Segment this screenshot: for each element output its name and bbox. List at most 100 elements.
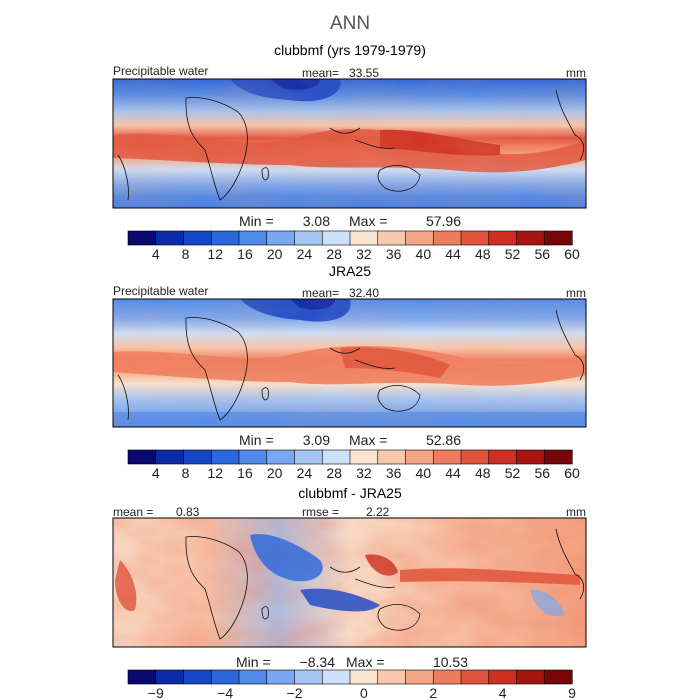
colorbar-tick-label: 12	[207, 246, 223, 262]
colorbar-tick-label: −4	[217, 685, 233, 700]
colorbar-swatch	[543, 230, 573, 246]
panel-2-max-value: 52.86	[426, 432, 461, 448]
colorbar-tick-label: 4	[499, 685, 507, 700]
panel-3-units: mm	[566, 505, 586, 519]
panel-1-field-label: Precipitable water	[113, 64, 208, 78]
colorbar-tick-label: 36	[386, 465, 402, 481]
panel-1-mean-label: mean=	[302, 66, 339, 80]
colorbar-swatch	[405, 230, 434, 246]
colorbar-swatch	[432, 449, 462, 465]
colorbar-tick-label: 44	[445, 246, 461, 262]
panel-3-mean-label: mean =	[113, 505, 153, 519]
panel-1-units: mm	[566, 66, 586, 80]
colorbar-swatch	[127, 449, 157, 465]
panel-2-units: mm	[566, 286, 586, 300]
panel-3-coastlines	[185, 528, 585, 640]
colorbar-swatch	[266, 230, 296, 246]
panel-2-coastlines	[117, 309, 585, 421]
panel-1-colorbar: 4 8 12 16 20 24 28 32 36 40 44 48 52 56 60	[127, 230, 580, 262]
colorbar-tick-label: 9	[568, 685, 576, 700]
colorbar-swatch	[210, 230, 240, 246]
panel-3-title: clubbmf - JRA25	[298, 485, 402, 501]
colorbar-swatch	[543, 449, 573, 465]
panel-1-coastlines	[117, 89, 585, 201]
panel-2-min-value: 3.09	[303, 432, 330, 448]
colorbar-tick-label: 40	[416, 246, 432, 262]
colorbar-tick-label: 60	[564, 246, 580, 262]
colorbar-swatch	[460, 449, 490, 465]
colorbar-tick-label: 48	[475, 465, 491, 481]
colorbar-swatch	[405, 449, 434, 465]
panel-1-min-label: Min =	[239, 213, 274, 229]
panel-3-min-value: −8.34	[300, 654, 336, 670]
colorbar-tick-label: 28	[326, 465, 342, 481]
colorbar-tick-label: 8	[182, 465, 190, 481]
colorbar-tick-label: 16	[237, 465, 253, 481]
panel-3-max-label: Max =	[346, 654, 385, 670]
colorbar-tick-label: 8	[182, 246, 190, 262]
panel-2-min-label: Min =	[239, 432, 274, 448]
colorbar-swatch	[543, 669, 573, 685]
colorbar-swatch	[321, 449, 351, 465]
colorbar-tick-label: 16	[237, 246, 253, 262]
colorbar-swatch	[127, 669, 157, 685]
colorbar-tick-label: 52	[505, 246, 521, 262]
colorbar-swatch	[238, 449, 268, 465]
colorbar-swatch	[405, 669, 434, 685]
colorbar-swatch	[488, 230, 518, 246]
panel-1-title: clubbmf (yrs 1979-1979)	[274, 42, 426, 58]
colorbar-swatch	[460, 230, 490, 246]
colorbar-swatch	[432, 669, 462, 685]
panel-2-mean-label: mean=	[302, 286, 339, 300]
colorbar-swatch	[488, 449, 518, 465]
panel-3-rmse-value: 2.22	[366, 505, 390, 519]
colorbar-tick-label: 0	[360, 685, 368, 700]
colorbar-tick-label: −9	[148, 685, 164, 700]
colorbar-swatch	[349, 230, 379, 246]
panel-1-max-value: 57.96	[426, 213, 461, 229]
panel-3-map	[113, 518, 586, 647]
colorbar-tick-label: 4	[152, 246, 160, 262]
colorbar-tick-label: 24	[297, 465, 313, 481]
colorbar-swatch	[127, 230, 157, 246]
colorbar-swatch	[155, 230, 185, 246]
colorbar-swatch	[266, 669, 296, 685]
colorbar-tick-label: 12	[207, 465, 223, 481]
panel-1-map	[113, 79, 586, 208]
panel-3-colorbar: −9 −4 −2 0 2 4 9	[127, 669, 576, 700]
colorbar-swatch	[155, 669, 185, 685]
colorbar-swatch	[294, 449, 323, 465]
figure-title: ANN	[330, 13, 370, 34]
panel-2-map	[113, 299, 586, 427]
panel-1-mean-value: 33.55	[349, 66, 379, 80]
colorbar-swatch	[349, 669, 379, 685]
colorbar-tick-label: 48	[475, 246, 491, 262]
panel-3-mean-value: 0.83	[176, 505, 200, 519]
panel-2-max-label: Max =	[349, 432, 388, 448]
colorbar-tick-label: 4	[152, 465, 160, 481]
panel-2: JRA25 Precipitable water mean= 32.40 mm …	[112, 263, 587, 481]
colorbar-swatch	[377, 669, 407, 685]
colorbar-tick-label: 20	[267, 465, 283, 481]
colorbar-swatch	[155, 449, 185, 465]
colorbar-swatch	[432, 230, 462, 246]
panel-2-title: JRA25	[329, 263, 371, 279]
panel-2-field-label: Precipitable water	[113, 284, 208, 298]
colorbar-swatch	[183, 449, 212, 465]
colorbar-swatch	[210, 449, 240, 465]
panel-1-map-frame	[112, 78, 587, 209]
panel-3-max-value: 10.53	[433, 654, 468, 670]
colorbar-swatch	[210, 669, 240, 685]
colorbar-tick-label: 20	[267, 246, 283, 262]
panel-2-colorbar: 4 8 12 16 20 24 28 32 36 40 44 48 52 56 60	[127, 449, 580, 481]
panel-3-map-frame	[112, 517, 587, 648]
colorbar-tick-label: 32	[356, 246, 372, 262]
colorbar-tick-label: 28	[326, 246, 342, 262]
colorbar-swatch	[294, 230, 323, 246]
panel-1-min-value: 3.08	[303, 213, 330, 229]
colorbar-tick-label: −2	[287, 685, 303, 700]
colorbar-tick-label: 52	[505, 465, 521, 481]
colorbar-tick-label: 24	[297, 246, 313, 262]
panel-3: clubbmf - JRA25 mean = 0.83 rmse = 2.22 …	[112, 485, 587, 700]
